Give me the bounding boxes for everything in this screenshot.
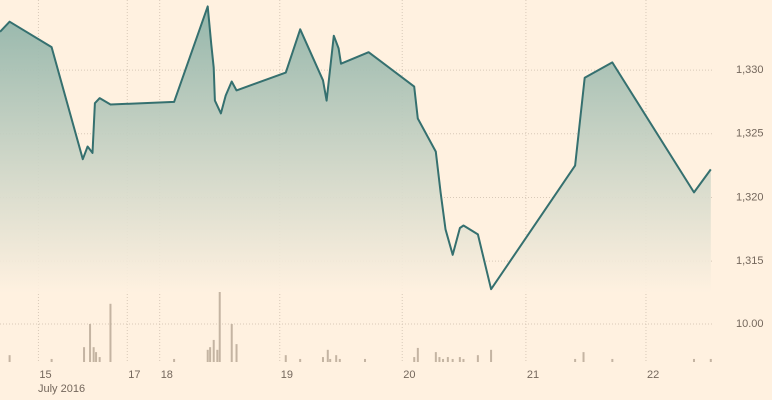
x-tick-label: 20 bbox=[403, 369, 415, 381]
price-line bbox=[0, 5, 712, 291]
volume-bar bbox=[216, 349, 219, 362]
volume-bar bbox=[109, 303, 112, 362]
volume-bar bbox=[462, 358, 465, 362]
volume-bar bbox=[446, 357, 449, 362]
volume-bar bbox=[416, 347, 419, 362]
volume-bar bbox=[611, 358, 614, 362]
y-tick-label: 1,330 bbox=[736, 64, 764, 76]
volume-bar bbox=[338, 358, 341, 362]
volume-bar bbox=[476, 355, 479, 362]
volume-bar bbox=[89, 323, 92, 362]
x-tick-label: 15 bbox=[39, 369, 51, 381]
volume-bar bbox=[299, 358, 302, 362]
volume-bar bbox=[709, 358, 712, 362]
volume-bar bbox=[83, 347, 86, 362]
volume-bar bbox=[284, 355, 287, 362]
volume-bar bbox=[458, 357, 461, 362]
volume-bar bbox=[230, 323, 233, 362]
volume-bar bbox=[582, 352, 585, 362]
volume-bar bbox=[235, 344, 238, 362]
volume-bar bbox=[574, 358, 577, 362]
y-tick-label: 10.00 bbox=[736, 318, 764, 330]
volume-bar bbox=[442, 358, 445, 362]
volume-bar bbox=[438, 357, 441, 362]
volume-bar bbox=[692, 358, 695, 362]
area bbox=[0, 6, 711, 294]
x-tick-label: 18 bbox=[161, 369, 173, 381]
volume-bar bbox=[326, 349, 329, 362]
x-axis-label: July 2016 bbox=[38, 383, 85, 395]
volume-bar bbox=[490, 349, 493, 362]
volume-bar bbox=[335, 355, 338, 362]
volume-bar bbox=[209, 347, 212, 362]
volume-bar bbox=[8, 355, 11, 362]
x-tick-label: 21 bbox=[527, 369, 539, 381]
volume-bar bbox=[92, 347, 95, 362]
volume-bar bbox=[329, 358, 332, 362]
volume-bar bbox=[218, 292, 221, 362]
volume-bar bbox=[434, 352, 437, 362]
volume-bar bbox=[50, 358, 53, 362]
volume-bar bbox=[364, 358, 367, 362]
y-tick-label: 1,320 bbox=[736, 191, 764, 203]
volume-bar bbox=[95, 352, 98, 362]
volume-bar bbox=[321, 357, 324, 362]
volume-bar bbox=[98, 357, 101, 362]
x-tick-label: 22 bbox=[647, 369, 659, 381]
volume-bar bbox=[173, 358, 176, 362]
volume-bar bbox=[212, 339, 215, 362]
volume-bar bbox=[451, 358, 454, 362]
y-tick-label: 1,325 bbox=[736, 128, 764, 140]
x-tick-label: 19 bbox=[281, 369, 293, 381]
x-tick-label: 17 bbox=[128, 369, 140, 381]
volume-bar bbox=[413, 357, 416, 362]
volume-bar bbox=[206, 349, 209, 362]
y-tick-label: 1,315 bbox=[736, 255, 764, 267]
